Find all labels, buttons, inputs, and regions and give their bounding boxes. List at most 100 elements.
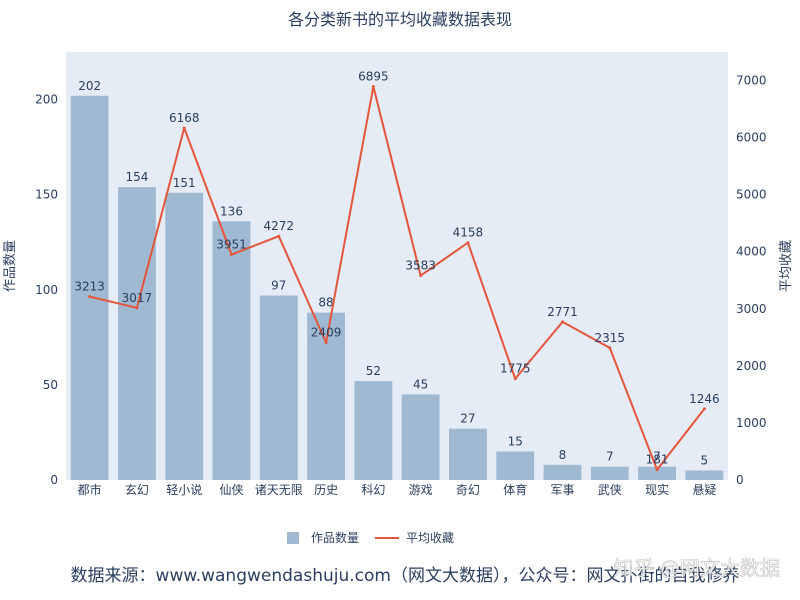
bar-武侠 bbox=[590, 466, 629, 480]
line-value-label: 3951 bbox=[216, 238, 247, 252]
line-labels: 3213 3017 6168 3951 4272 2409 6895 3583 4158 1775… bbox=[74, 70, 719, 467]
line-value-label: 3213 bbox=[74, 280, 105, 294]
bar-现实 bbox=[638, 466, 676, 480]
bar-value-label: 7 bbox=[606, 450, 614, 464]
bar-value-label: 27 bbox=[460, 412, 475, 426]
bar-轻小说 bbox=[165, 192, 204, 480]
bar-都市 bbox=[70, 95, 109, 481]
x-tick-label: 游戏 bbox=[409, 483, 433, 497]
legend-item-line[interactable]: 平均收藏 bbox=[375, 531, 454, 545]
y-tick-label: 100 bbox=[35, 283, 58, 297]
line-point-奇幻 bbox=[466, 241, 470, 245]
line-value-label: 2315 bbox=[595, 331, 626, 345]
x-tick-label: 体育 bbox=[503, 482, 527, 497]
line-value-label: 4158 bbox=[453, 226, 484, 240]
x-tick-label: 都市 bbox=[78, 482, 102, 497]
line-point-科幻 bbox=[371, 85, 375, 89]
line-path bbox=[89, 85, 706, 471]
line-value-label: 1246 bbox=[689, 392, 720, 406]
bar-奇幻 bbox=[449, 428, 487, 480]
data-source-footer: 数据来源：www.wangwendashuju.com（网文大数据），公众号：网… bbox=[71, 566, 740, 586]
x-tick-label: 科幻 bbox=[361, 483, 385, 497]
x-tick-label: 轻小说 bbox=[166, 482, 202, 497]
bar-悬疑 bbox=[685, 470, 724, 480]
y2-tick-label: 3000 bbox=[736, 302, 767, 316]
chart-title: 各分类新书的平均收藏数据表现 bbox=[288, 10, 512, 29]
bar-军事 bbox=[543, 464, 582, 480]
line-point-历史 bbox=[324, 341, 328, 345]
x-tick-label: 诸天无限 bbox=[255, 483, 303, 497]
line-point-军事 bbox=[561, 320, 564, 324]
bar-value-label: 15 bbox=[508, 434, 523, 448]
line-value-label: 2409 bbox=[311, 326, 342, 340]
bar-诸天无限 bbox=[259, 295, 298, 480]
line-value-label: 2771 bbox=[547, 305, 578, 319]
x-tick-label: 玄幻 bbox=[125, 482, 149, 497]
bar-value-label: 5 bbox=[701, 453, 709, 467]
bar-value-label: 88 bbox=[318, 296, 333, 310]
line-value-label: 181 bbox=[646, 453, 669, 467]
bar-value-label: 45 bbox=[413, 377, 428, 391]
y-tick-label: 150 bbox=[35, 188, 58, 202]
line-value-label: 6895 bbox=[358, 70, 389, 84]
line-point-体育 bbox=[513, 377, 517, 381]
bar-value-label: 52 bbox=[366, 364, 381, 378]
bar-value-label: 151 bbox=[173, 176, 196, 190]
y-axis-title: 作品数量 bbox=[3, 240, 18, 292]
y-axis-ticks: 0 50 100 150 200 bbox=[35, 93, 58, 487]
line-point-仙侠 bbox=[230, 253, 233, 257]
y2-tick-label: 6000 bbox=[736, 131, 767, 145]
line-series bbox=[88, 85, 706, 472]
x-tick-label: 悬疑 bbox=[692, 482, 716, 497]
line-point-悬疑 bbox=[702, 407, 706, 411]
y-tick-label: 200 bbox=[35, 93, 58, 107]
y-tick-label: 50 bbox=[43, 378, 58, 392]
legend-label-bar: 作品数量 bbox=[311, 530, 359, 545]
bar-value-label: 8 bbox=[559, 448, 567, 462]
x-tick-label: 军事 bbox=[550, 483, 574, 497]
y2-axis-title: 平均收藏 bbox=[779, 240, 794, 292]
line-point-都市 bbox=[88, 295, 92, 299]
line-point-玄幻 bbox=[135, 306, 139, 310]
line-value-label: 6168 bbox=[169, 111, 200, 125]
y2-tick-label: 5000 bbox=[736, 188, 767, 202]
bar-labels: 202 154 151 136 97 88 52 45 27 15 8 7 7 5 bbox=[78, 79, 708, 468]
y2-axis-ticks: 0 1000 2000 3000 4000 5000 6000 7000 bbox=[736, 74, 767, 487]
bar-value-label: 97 bbox=[271, 278, 286, 292]
bar-玄幻 bbox=[118, 187, 156, 480]
bar-仙侠 bbox=[212, 221, 251, 480]
y2-tick-label: 4000 bbox=[736, 245, 767, 259]
line-value-label: 1775 bbox=[500, 362, 531, 376]
x-tick-label: 历史 bbox=[314, 483, 338, 497]
bar-series bbox=[70, 95, 724, 481]
legend-swatch-bar bbox=[287, 532, 299, 544]
y2-tick-label: 7000 bbox=[736, 74, 767, 88]
line-point-现实 bbox=[655, 468, 659, 472]
bar-value-label: 202 bbox=[78, 79, 101, 93]
bar-科幻 bbox=[354, 381, 393, 480]
y2-tick-label: 2000 bbox=[736, 359, 767, 373]
x-tick-label: 武侠 bbox=[598, 483, 622, 497]
line-point-武侠 bbox=[608, 346, 612, 350]
x-tick-label: 仙侠 bbox=[219, 483, 243, 497]
legend-item-bar[interactable]: 作品数量 bbox=[287, 530, 359, 545]
bar-value-label: 154 bbox=[125, 170, 148, 184]
legend[interactable]: 作品数量 平均收藏 bbox=[287, 530, 454, 545]
bar-value-label: 7 bbox=[653, 450, 661, 464]
line-value-label: 3017 bbox=[122, 291, 153, 305]
y-tick-label: 0 bbox=[50, 473, 58, 487]
bar-游戏 bbox=[401, 394, 440, 480]
x-tick-label: 奇幻 bbox=[456, 483, 480, 497]
line-point-游戏 bbox=[419, 274, 423, 278]
x-axis-ticks: 都市 玄幻 轻小说 仙侠 诸天无限 历史 科幻 游戏 奇幻 体育 军事 武侠 现实 悬疑 bbox=[78, 482, 717, 497]
line-point-诸天无限 bbox=[277, 234, 281, 238]
y2-tick-label: 0 bbox=[736, 473, 744, 487]
line-point-轻小说 bbox=[182, 126, 186, 130]
line-value-label: 4272 bbox=[264, 219, 295, 233]
legend-label-line: 平均收藏 bbox=[406, 531, 454, 545]
y2-tick-label: 1000 bbox=[736, 416, 767, 430]
line-value-label: 3583 bbox=[405, 259, 436, 273]
bar-value-label: 136 bbox=[220, 204, 243, 218]
watermark: 知乎 @网文大数据 bbox=[614, 556, 780, 580]
